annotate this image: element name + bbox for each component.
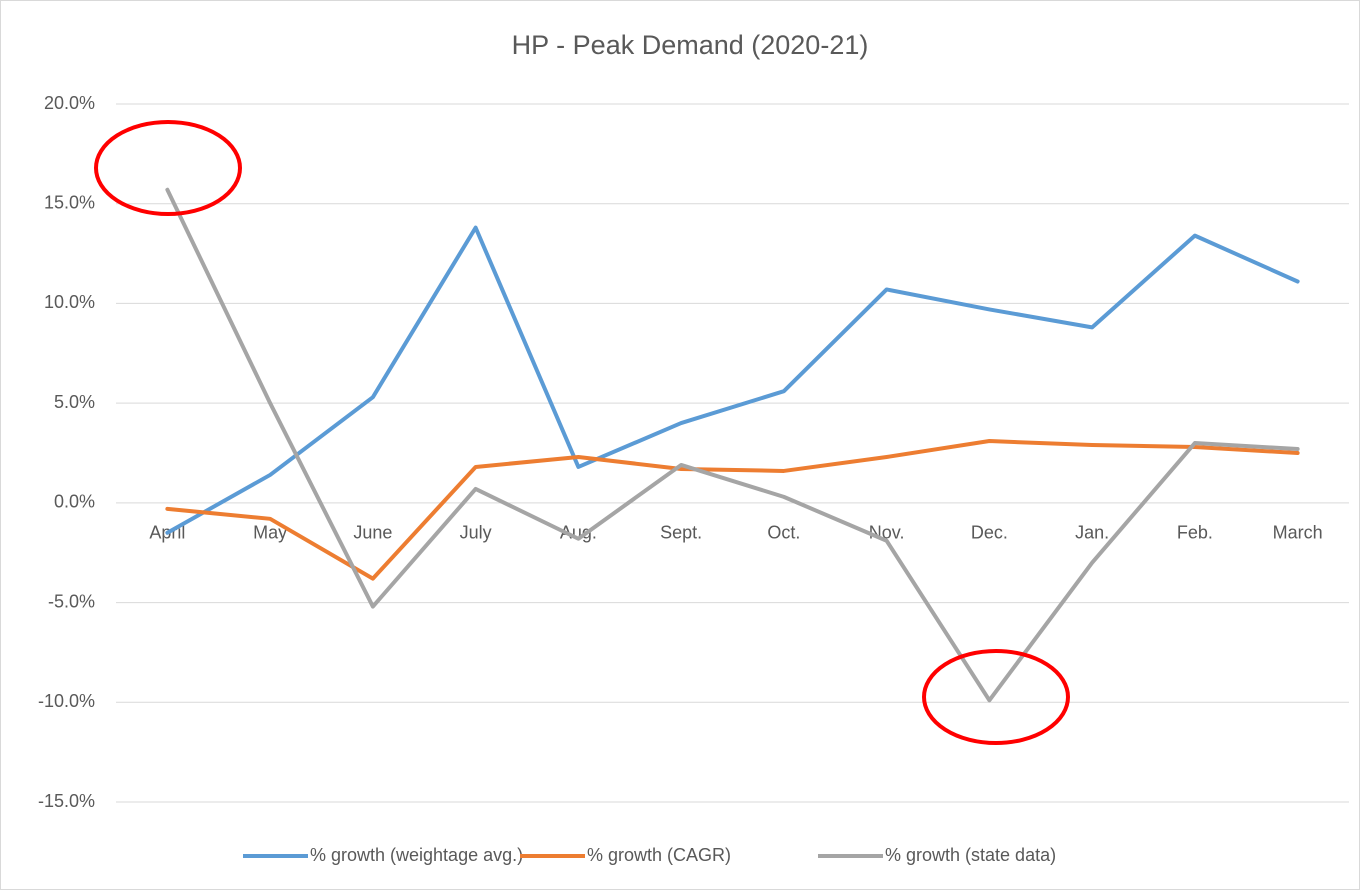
y-tick-label: -10.0%: [38, 691, 95, 711]
y-tick-label: -15.0%: [38, 791, 95, 811]
x-tick-label: Sept.: [660, 523, 702, 543]
x-tick-label: May: [253, 523, 287, 543]
x-tick-label: Feb.: [1177, 523, 1213, 543]
highlight-circle: [94, 120, 242, 216]
lines: % growth (weightage avg.) % growth (CAGR)…: [165, 187, 1300, 865]
grid: -15.0% -10.0% -5.0% 0.0% 5.0% 10.0% 15.0% 20.0%…: [38, 93, 1349, 811]
x-tick-label: July: [460, 523, 492, 543]
x-tick-label: Dec.: [971, 523, 1008, 543]
y-tick-label: 20.0%: [44, 93, 95, 113]
y-tick-label: 5.0%: [54, 392, 95, 412]
y-tick-label: -5.0%: [48, 591, 95, 611]
series-line: [165, 187, 1300, 703]
legend-label: % growth (weightage avg.): [310, 845, 523, 865]
series-line: [165, 225, 1300, 535]
highlight-circle: [922, 649, 1070, 745]
x-tick-label: March: [1273, 523, 1323, 543]
y-tick-label: 15.0%: [44, 192, 95, 212]
legend-label: % growth (CAGR): [587, 845, 731, 865]
x-tick-label: Oct.: [767, 523, 800, 543]
chart-title: HP - Peak Demand (2020-21): [512, 30, 869, 60]
x-tick-label: Jan.: [1075, 523, 1109, 543]
x-tick-label: June: [353, 523, 392, 543]
legend-label: % growth (state data): [885, 845, 1056, 865]
y-tick-label: 0.0%: [54, 492, 95, 512]
x-tick-label: Aug.: [560, 523, 597, 543]
y-tick-label: 10.0%: [44, 292, 95, 312]
